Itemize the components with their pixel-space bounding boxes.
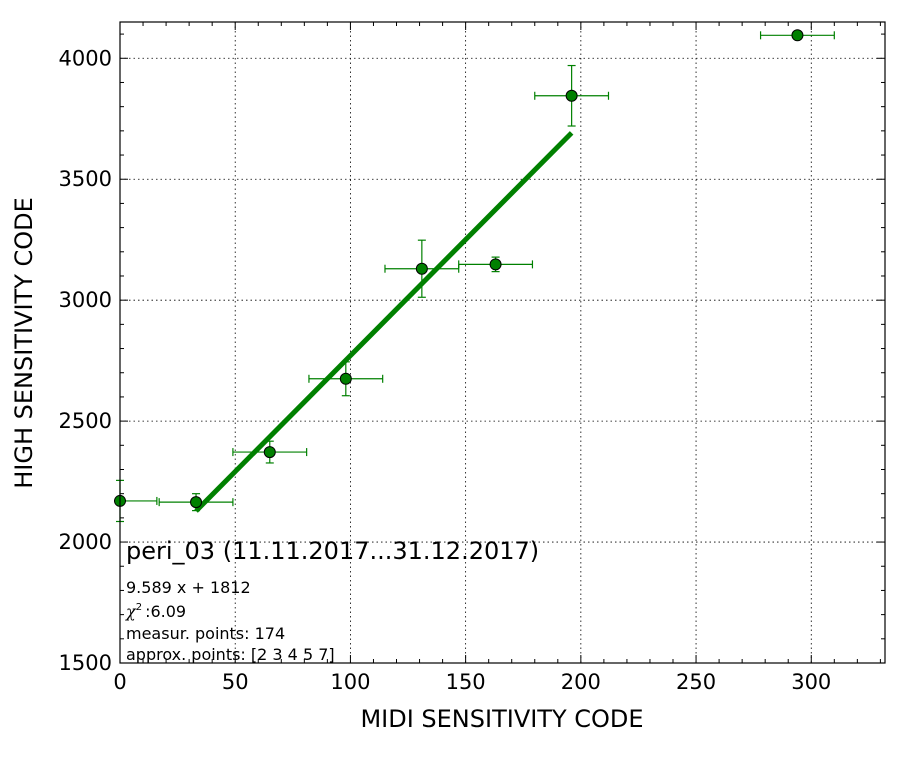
annotation-chi: χ2:6.09 [125, 602, 186, 621]
plot-frame [119, 21, 886, 664]
y-tick-label: 2000 [59, 530, 112, 554]
x-tick-label: 150 [446, 670, 486, 694]
annotation-title: peri_03 (11.11.2017...31.12.2017) [126, 537, 539, 565]
y-tick-label: 3000 [59, 288, 112, 312]
x-tick-label: 50 [222, 670, 249, 694]
y-tick-label: 2500 [59, 409, 112, 433]
data-point [565, 89, 578, 102]
annotation-block: peri_03 (11.11.2017...31.12.2017) 9.589 … [125, 537, 539, 664]
x-axis-title: MIDI SENSITIVITY CODE [360, 705, 643, 733]
chi-value: :6.09 [145, 602, 186, 621]
data-point [415, 262, 428, 275]
y-tick-label: 3500 [59, 167, 112, 191]
data-point [263, 446, 276, 459]
annotation-approx: approx. points: [2 3 4 5 7] [126, 645, 335, 664]
chi-superscript: 2 [136, 602, 142, 613]
y-axis-title: HIGH SENSITIVITY CODE [10, 197, 38, 489]
y-tick-label: 4000 [59, 46, 112, 70]
fit-line-group [194, 131, 574, 513]
y-tick-labels: 1500 2000 2500 3000 3500 4000 [59, 46, 112, 675]
x-tick-label: 300 [791, 670, 831, 694]
data-markers [114, 29, 804, 509]
data-point [339, 372, 352, 385]
x-tick-labels: 0 50 100 150 200 250 300 [113, 670, 831, 694]
data-point [190, 496, 203, 509]
data-point [791, 29, 804, 42]
x-tick-label: 100 [330, 670, 370, 694]
y-tick-label: 1500 [59, 651, 112, 675]
annotation-equation: 9.589 x + 1812 [126, 578, 251, 597]
data-point [489, 258, 502, 271]
annotation-measur: measur. points: 174 [126, 624, 285, 643]
x-tick-label: 250 [676, 670, 716, 694]
grid-lines [120, 22, 885, 663]
x-tick-label: 0 [113, 670, 126, 694]
x-tick-label: 200 [561, 670, 601, 694]
error-bars [116, 31, 835, 523]
fit-line [194, 131, 574, 513]
axis-ticks [119, 22, 885, 664]
chi-symbol: χ [125, 602, 137, 621]
